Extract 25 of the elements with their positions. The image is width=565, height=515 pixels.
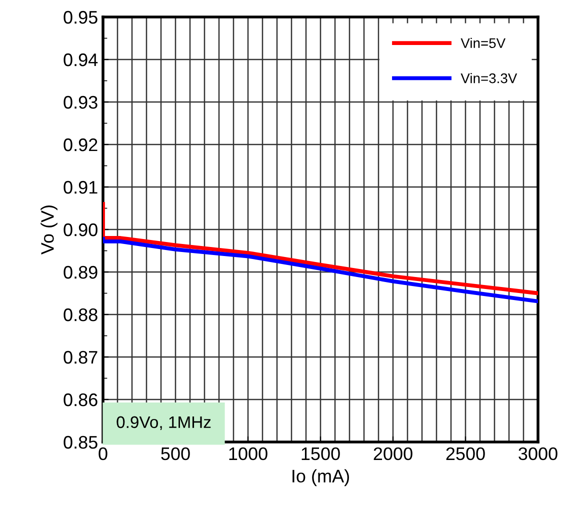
- x-tick-label: 1000: [229, 447, 268, 460]
- legend-label: Vin=5V: [460, 38, 506, 48]
- y-axis-title: Vo (V): [40, 206, 58, 255]
- y-tick-label: 0.86: [64, 393, 98, 406]
- y-tick-label: 0.88: [64, 308, 98, 322]
- y-tick-label: 0.91: [64, 180, 98, 194]
- annotation: 0.9Vo, 1MHz: [116, 416, 211, 430]
- x-tick-label: 500: [161, 447, 190, 460]
- line-series: [103, 202, 538, 296]
- y-tick-label: 0.92: [64, 138, 98, 152]
- y-tick-label: 0.90: [64, 223, 98, 236]
- y-tick-label: 0.95: [64, 10, 98, 24]
- x-tick-label: 1500: [302, 447, 340, 460]
- y-tick-label: 0.85: [64, 436, 98, 449]
- y-tick-label: 0.93: [64, 96, 98, 109]
- y-tick-label: 0.87: [64, 350, 98, 364]
- x-tick-label: 0: [98, 447, 108, 460]
- x-tick-label: 3000: [518, 447, 558, 460]
- legend-label: Vin=3.3V: [460, 73, 518, 84]
- y-tick-label: 0.89: [64, 266, 98, 279]
- y-tick-label: 0.94: [64, 53, 98, 66]
- x-tick-label: 2500: [446, 447, 485, 460]
- x-axis-title: Io (mA): [292, 469, 349, 486]
- x-tick-label: 2000: [374, 447, 412, 460]
- line-series: [103, 236, 538, 304]
